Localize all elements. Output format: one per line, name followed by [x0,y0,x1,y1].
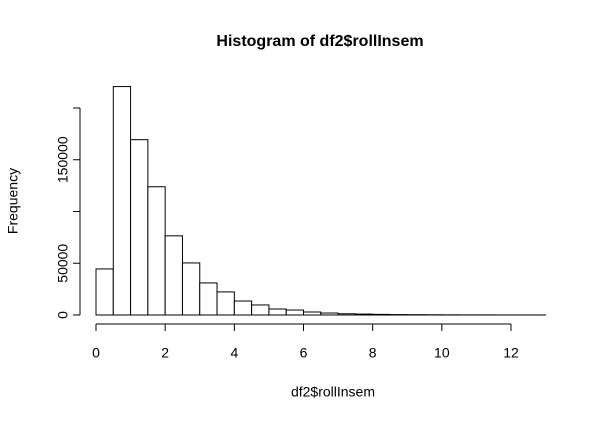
x-axis-label: df2$rollInsem [291,384,375,400]
bar [320,312,339,316]
bar [216,291,235,316]
bar [337,313,356,316]
bar [199,282,218,316]
x-tick-label: 8 [369,345,377,361]
bar [147,186,166,316]
bar [372,313,391,316]
chart-title: Histogram of df2$rollInsem [216,33,423,50]
bar [181,262,201,316]
x-tick-label: 12 [503,345,519,361]
bar [303,311,322,316]
bar [112,86,132,316]
bar [268,308,287,316]
x-tick-label: 2 [161,345,169,361]
y-tick-label: 150000 [55,136,71,183]
bar [164,235,183,316]
bar [130,139,149,316]
y-tick-label: 50000 [55,244,71,283]
y-axis-label: Frequency [5,168,21,234]
bar [354,313,374,316]
x-tick-label: 6 [300,345,308,361]
x-tick-label: 4 [230,345,238,361]
bar [95,268,114,316]
x-tick-label: 0 [92,345,100,361]
bar [285,309,305,316]
bar [233,300,253,316]
bar [251,304,270,316]
y-tick-label: 0 [55,311,71,319]
x-tick-label: 10 [434,345,450,361]
